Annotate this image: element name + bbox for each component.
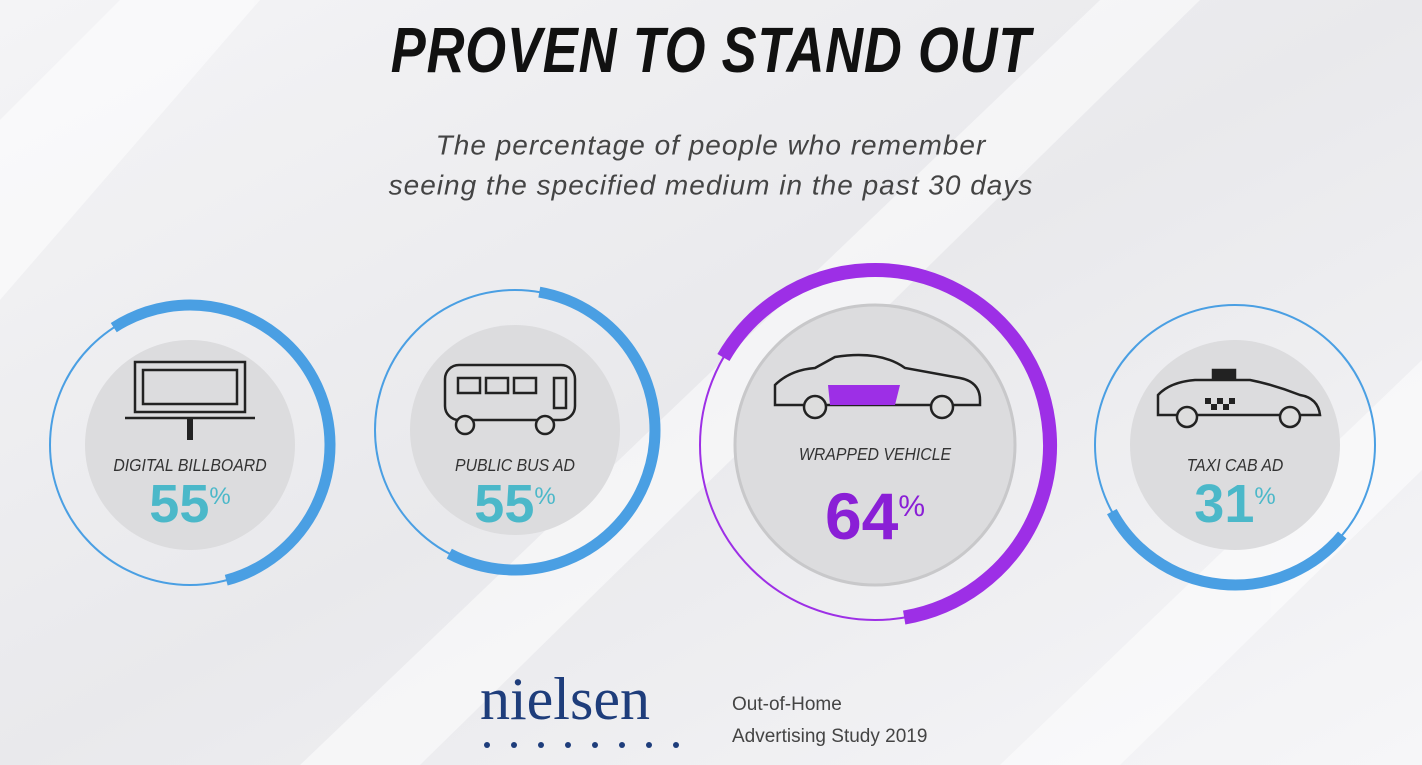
ring-disc bbox=[1130, 340, 1340, 550]
subtitle: The percentage of people who remember bbox=[436, 129, 987, 160]
ring-arc bbox=[446, 286, 661, 576]
title: PROVEN TO STAND OUT bbox=[391, 15, 1034, 86]
ring-disc bbox=[85, 340, 295, 550]
ring-arc bbox=[110, 299, 336, 586]
ring-arc bbox=[1107, 508, 1347, 591]
taxi-icon bbox=[1156, 368, 1322, 429]
car-icon bbox=[773, 353, 982, 420]
category-label: PUBLIC BUS AD bbox=[455, 455, 575, 475]
logo-dots bbox=[484, 742, 679, 748]
category-label: DIGITAL BILLBOARD bbox=[113, 455, 266, 475]
billboard-icon bbox=[125, 360, 255, 440]
bus-icon bbox=[443, 363, 577, 436]
ring-arc bbox=[717, 263, 1057, 625]
source: Out-of-Home bbox=[732, 694, 842, 715]
category-label: TAXI CAB AD bbox=[1187, 455, 1284, 475]
value-label: 31% bbox=[1194, 474, 1275, 534]
value-label: 64% bbox=[825, 479, 925, 553]
logo: nielsen bbox=[480, 666, 650, 732]
value-label: 55% bbox=[149, 474, 230, 534]
source: Advertising Study 2019 bbox=[732, 726, 927, 747]
value-label: 55% bbox=[474, 474, 555, 534]
subtitle: seeing the specified medium in the past … bbox=[389, 169, 1034, 200]
category-label: WRAPPED VEHICLE bbox=[799, 444, 952, 464]
